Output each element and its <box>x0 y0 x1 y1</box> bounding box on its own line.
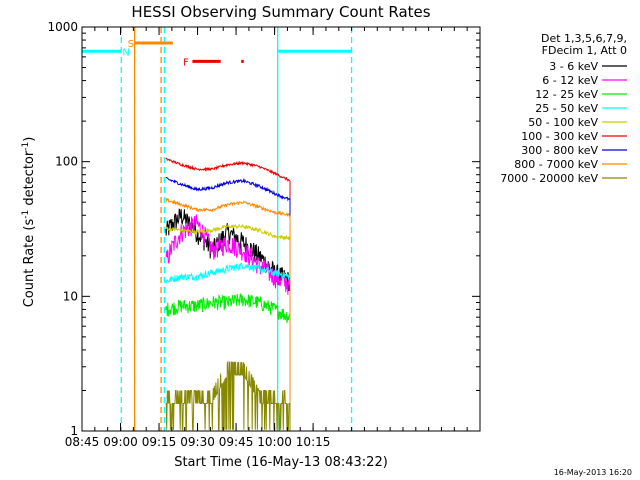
y-tick-label-2: 100 <box>55 155 78 169</box>
x-tick-label-3: 09:30 <box>180 435 215 449</box>
series-line-5 <box>165 157 291 431</box>
axes-layer: 08:45 09:00 09:15 09:30 09:45 10:00 10:15 1 10 10… <box>47 20 481 449</box>
y-tick-label-0: 1 <box>70 424 78 438</box>
series-line-4 <box>165 223 291 431</box>
flag-label-0: S <box>128 39 134 50</box>
series-line-8 <box>165 360 291 431</box>
flag-label-2: F <box>183 57 189 68</box>
y-tick-label-3: 1000 <box>47 20 78 34</box>
legend: Det 1,3,5,6,7,9,FDecim 1, Att 0 3 - 6 keV… <box>500 32 627 185</box>
legend-label-0: 3 - 6 keV <box>549 60 598 73</box>
legend-header-1: FDecim 1, Att 0 <box>542 44 627 57</box>
x-axis-label: Start Time (16-May-13 08:43:22) <box>174 455 388 470</box>
series-line-7 <box>165 197 291 431</box>
series-line-0 <box>165 208 291 431</box>
legend-header-0: Det 1,3,5,6,7,9, <box>541 32 627 45</box>
x-tick-label-4: 09:45 <box>219 435 254 449</box>
series-line-2 <box>165 293 291 431</box>
data-layer: SN F <box>82 27 353 431</box>
series-line-1 <box>165 214 291 431</box>
series-line-6 <box>165 176 291 431</box>
legend-label-4: 50 - 100 keV <box>528 116 598 129</box>
legend-label-2: 12 - 25 keV <box>535 88 598 101</box>
legend-label-1: 6 - 12 keV <box>542 74 598 87</box>
y-axis-label: Count Rate (s-1 detector-1) <box>21 137 37 308</box>
plot-frame <box>81 26 481 432</box>
legend-label-6: 300 - 800 keV <box>521 144 598 157</box>
legend-label-7: 800 - 7000 keV <box>514 158 598 171</box>
x-tick-label-1: 09:00 <box>103 435 138 449</box>
chart-title: HESSI Observing Summary Count Rates <box>131 3 430 21</box>
legend-label-5: 100 - 300 keV <box>521 130 598 143</box>
x-tick-label-2: 09:15 <box>142 435 177 449</box>
legend-label-3: 25 - 50 keV <box>535 102 598 115</box>
footer-stamp: 16-May-2013 16:20 <box>554 468 632 477</box>
y-tick-label-1: 10 <box>63 289 78 303</box>
x-tick-label-6: 10:15 <box>296 435 331 449</box>
flag-label-1: N <box>122 47 129 58</box>
x-tick-label-0: 08:45 <box>65 435 100 449</box>
legend-label-8: 7000 - 20000 keV <box>500 172 598 185</box>
x-tick-label-5: 10:00 <box>257 435 292 449</box>
series-line-3 <box>165 262 291 431</box>
